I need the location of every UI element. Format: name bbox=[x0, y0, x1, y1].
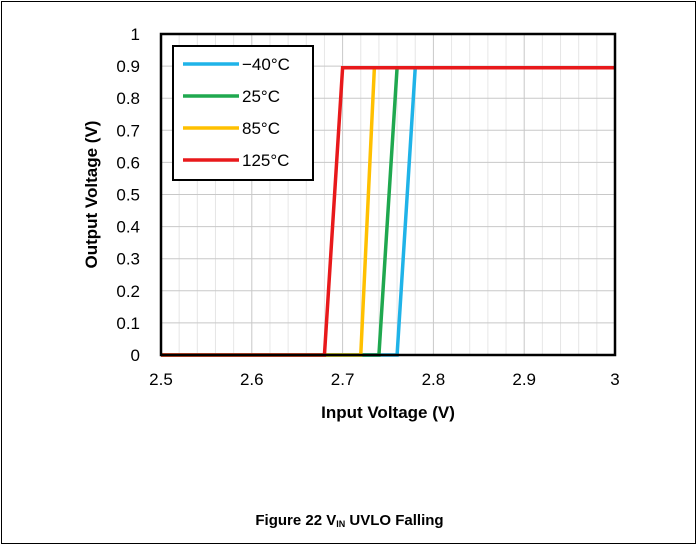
x-tick-label: 2.5 bbox=[149, 370, 173, 389]
caption-subscript: IN bbox=[336, 519, 346, 529]
legend-box bbox=[172, 45, 314, 181]
x-tick-label: 3 bbox=[610, 370, 619, 389]
y-tick-label: 0.8 bbox=[116, 89, 140, 108]
y-tick-label: 0.6 bbox=[116, 153, 140, 172]
legend-label-1: 25°C bbox=[242, 87, 280, 106]
x-tick-label: 2.8 bbox=[422, 370, 446, 389]
y-tick-label: 0 bbox=[131, 346, 140, 365]
y-axis-title: Output Voltage (V) bbox=[82, 121, 101, 269]
line-chart: 2.5 2.6 2.7 2.8 2.9 3 00.10.20.30.40.50.60.70… bbox=[82, 25, 620, 422]
figure-caption: Figure 22 VIN UVLO Falling bbox=[0, 512, 699, 529]
y-tick-label: 0.5 bbox=[116, 186, 140, 205]
x-tick-label: 2.7 bbox=[331, 370, 355, 389]
y-tick-label: 1 bbox=[131, 25, 140, 44]
x-axis-title: Input Voltage (V) bbox=[321, 403, 455, 422]
legend: −40°C 25°C 85°C 125°C bbox=[172, 45, 314, 181]
y-tick-label: 0.4 bbox=[116, 218, 140, 237]
y-tick-label: 0.9 bbox=[116, 57, 140, 76]
x-tick-label: 2.9 bbox=[512, 370, 536, 389]
caption-prefix: Figure 22 V bbox=[255, 512, 337, 529]
y-tick-label: 0.7 bbox=[116, 121, 140, 140]
y-tick-label: 0.2 bbox=[116, 282, 140, 301]
legend-label-0: −40°C bbox=[242, 55, 290, 74]
x-tick-label: 2.6 bbox=[240, 370, 264, 389]
x-tick-labels: 2.5 2.6 2.7 2.8 2.9 3 bbox=[149, 370, 620, 389]
legend-label-2: 85°C bbox=[242, 119, 280, 138]
plot-area-border bbox=[159, 32, 617, 357]
legend-label-3: 125°C bbox=[242, 151, 289, 170]
caption-suffix: UVLO Falling bbox=[345, 512, 444, 529]
y-tick-labels: 0 0.1 0.2 0.3 0.4 0.5 0.6 0.7 0.8 0.9 1 bbox=[116, 25, 140, 365]
y-tick-label: 0.3 bbox=[116, 250, 140, 269]
y-tick-label: 0.1 bbox=[116, 314, 140, 333]
